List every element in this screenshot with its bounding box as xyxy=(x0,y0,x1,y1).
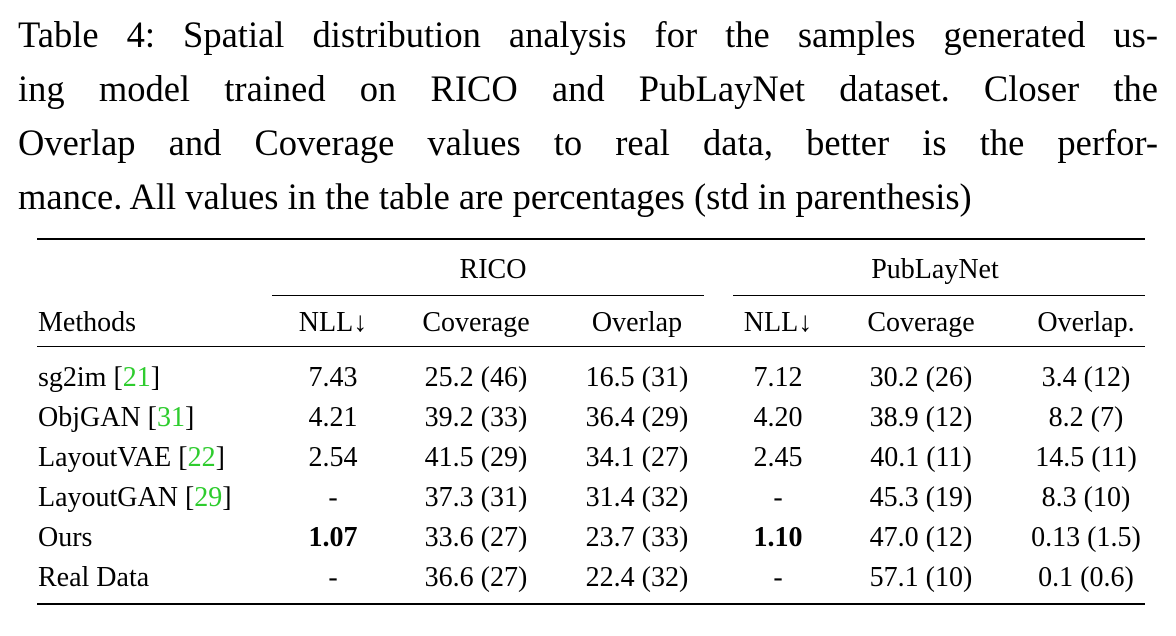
table-cell: 36.4 (29) xyxy=(585,402,689,433)
caption-line: mance. All values in the table are perce… xyxy=(18,176,972,217)
citation-bracket: ] xyxy=(222,482,232,513)
citation-bracket: ] xyxy=(185,402,195,433)
method-label: Real Data xyxy=(38,562,150,593)
table-cell: 38.9 (12) xyxy=(869,402,973,433)
table-cell: 36.6 (27) xyxy=(424,562,528,593)
method-label: sg2im [ xyxy=(38,362,123,393)
table-cell: 3.4 (12) xyxy=(1041,362,1131,393)
method-label: LayoutGAN [ xyxy=(38,482,195,513)
table-cell: 4.20 xyxy=(753,402,803,433)
table-cell: 37.3 (31) xyxy=(424,482,528,513)
citation-link[interactable]: 22 xyxy=(187,442,216,473)
table-cell: 33.6 (27) xyxy=(424,522,528,553)
method-label: LayoutVAE [ xyxy=(38,442,188,473)
column-header-rico-nll: NLL↓ xyxy=(298,307,368,338)
table-cell: 45.3 (19) xyxy=(869,482,973,513)
citation-bracket: ] xyxy=(215,442,225,473)
citation-link[interactable]: 21 xyxy=(122,362,151,393)
table-cell: - xyxy=(773,482,783,513)
column-header-publaynet-overlap: Overlap. xyxy=(1037,307,1135,338)
publaynet-group-rule xyxy=(733,295,1145,296)
table-cell: 14.5 (11) xyxy=(1035,442,1137,473)
table-header-rule xyxy=(37,346,1145,347)
method-name: ObjGAN [31] xyxy=(38,402,194,434)
method-name: sg2im [21] xyxy=(38,362,160,394)
table-cell: - xyxy=(328,482,338,513)
table-cell: 39.2 (33) xyxy=(424,402,528,433)
table-cell: 7.12 xyxy=(753,362,803,393)
rico-group-rule xyxy=(272,295,704,296)
caption-line: Overlap and Coverage values to real data… xyxy=(18,122,1158,163)
table-cell: 8.3 (10) xyxy=(1041,482,1131,513)
column-header-rico-coverage: Coverage xyxy=(422,307,530,338)
column-header-rico-overlap: Overlap xyxy=(591,307,683,338)
table-cell: 4.21 xyxy=(308,402,358,433)
method-label: Ours xyxy=(38,522,93,553)
citation-link[interactable]: 29 xyxy=(194,482,223,513)
table-cell: 57.1 (10) xyxy=(869,562,973,593)
table-cell: 0.1 (0.6) xyxy=(1038,562,1134,593)
method-name: LayoutGAN [29] xyxy=(38,482,232,514)
table-cell: 31.4 (32) xyxy=(585,482,689,513)
table-cell: 16.5 (31) xyxy=(585,362,689,393)
table-cell: 8.2 (7) xyxy=(1048,402,1124,433)
column-header-publaynet-nll: NLL↓ xyxy=(743,307,813,338)
column-header-methods: Methods xyxy=(38,307,136,338)
table-caption: Table 4: Spatial distribution analysis f… xyxy=(18,8,1158,224)
table-cell: 30.2 (26) xyxy=(869,362,973,393)
method-name: Ours xyxy=(38,522,92,554)
table-cell: 1.07 xyxy=(308,522,358,553)
table-cell: - xyxy=(328,562,338,593)
method-name: Real Data xyxy=(38,562,149,594)
method-label: ObjGAN [ xyxy=(38,402,157,433)
table-cell: 22.4 (32) xyxy=(585,562,689,593)
column-header-publaynet-coverage: Coverage xyxy=(867,307,975,338)
table-cell: - xyxy=(773,562,783,593)
caption-line: ing model trained on RICO and PubLayNet … xyxy=(18,68,1158,109)
table-cell: 34.1 (27) xyxy=(585,442,689,473)
table-cell: 2.45 xyxy=(753,442,803,473)
group-header-rico: RICO xyxy=(459,254,527,285)
table-cell: 2.54 xyxy=(308,442,358,473)
table-cell: 25.2 (46) xyxy=(424,362,528,393)
group-header-publaynet: PubLayNet xyxy=(871,254,999,285)
table-cell: 40.1 (11) xyxy=(870,442,972,473)
caption-line: Table 4: Spatial distribution analysis f… xyxy=(18,14,1158,55)
table-cell: 0.13 (1.5) xyxy=(1031,522,1141,553)
table-cell: 7.43 xyxy=(308,362,358,393)
table-bottom-rule xyxy=(37,603,1145,605)
table-cell: 41.5 (29) xyxy=(424,442,528,473)
table-cell: 23.7 (33) xyxy=(585,522,689,553)
table-cell: 47.0 (12) xyxy=(869,522,973,553)
citation-link[interactable]: 31 xyxy=(157,402,185,433)
table-top-rule xyxy=(37,238,1145,240)
table-cell: 1.10 xyxy=(753,522,803,553)
citation-bracket: ] xyxy=(150,362,161,393)
method-name: LayoutVAE [22] xyxy=(38,442,225,474)
